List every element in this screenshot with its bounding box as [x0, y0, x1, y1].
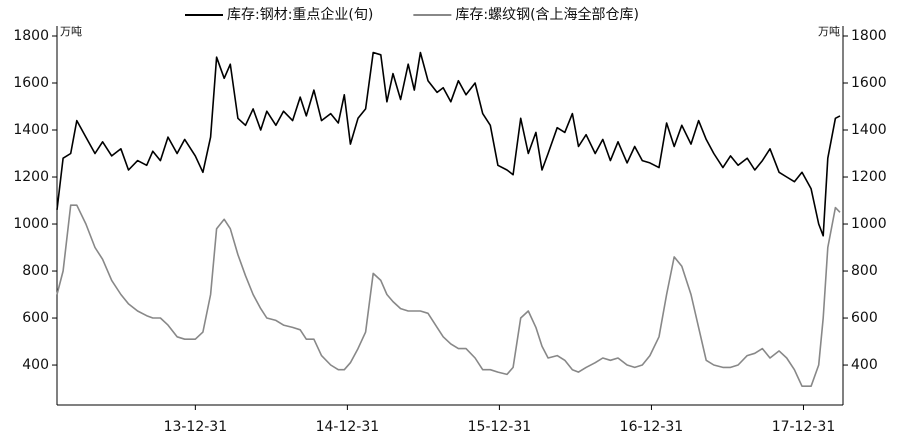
x-tick-label: 15-12-31 — [468, 419, 532, 435]
y-tick-label: 1600 — [13, 75, 49, 91]
y2-tick-label: 400 — [851, 357, 878, 373]
y-tick-label: 600 — [22, 310, 49, 326]
y-tick-label: 1200 — [13, 169, 49, 185]
y-tick-label: 400 — [22, 357, 49, 373]
series-line — [56, 204, 841, 387]
y2-tick-label: 1400 — [851, 122, 887, 138]
x-tick-label: 16-12-31 — [620, 419, 684, 435]
y2-tick-label: 600 — [851, 310, 878, 326]
y-tick-label: 800 — [22, 263, 49, 279]
y2-axis-unit: 万吨 — [818, 25, 840, 38]
legend-label: 库存:螺纹钢(含上海全部仓库) — [455, 6, 639, 23]
x-tick-label: 14-12-31 — [316, 419, 380, 435]
y-tick-label: 1000 — [13, 216, 49, 232]
y-axis-unit: 万吨 — [60, 25, 82, 38]
x-tick-label: 13-12-31 — [164, 419, 228, 435]
y2-tick-label: 1600 — [851, 75, 887, 91]
legend-label: 库存:钢材:重点企业(旬) — [227, 6, 373, 23]
y2-tick-label: 1800 — [851, 28, 887, 44]
y-tick-label: 1800 — [13, 28, 49, 44]
y-tick-label: 1400 — [13, 122, 49, 138]
y2-tick-label: 1000 — [851, 216, 887, 232]
y2-tick-label: 1200 — [851, 169, 887, 185]
y2-tick-label: 800 — [851, 263, 878, 279]
x-tick-label: 17-12-31 — [772, 419, 836, 435]
series-line — [56, 51, 841, 237]
